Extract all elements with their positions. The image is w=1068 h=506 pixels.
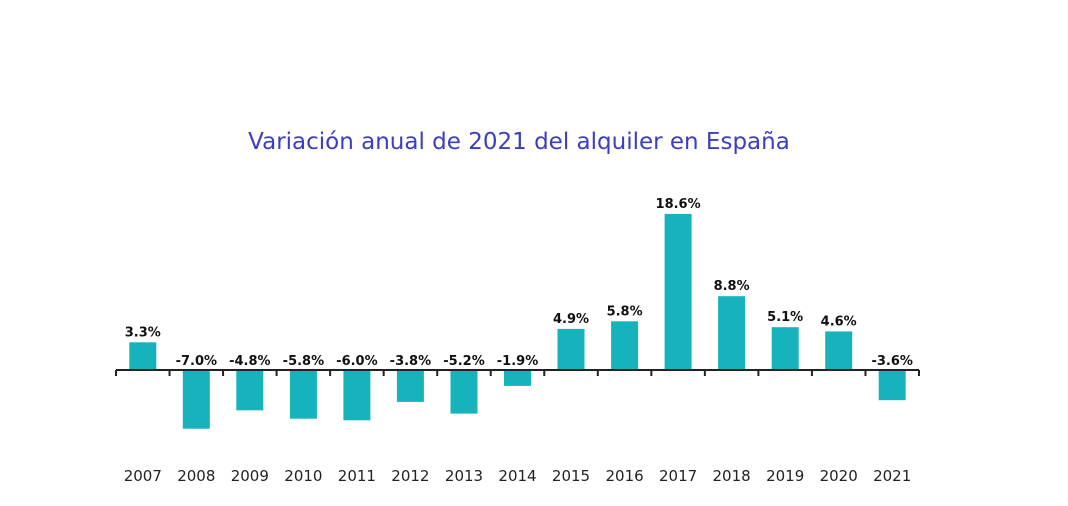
bar-2008 bbox=[182, 370, 210, 429]
bar-2020 bbox=[825, 331, 853, 370]
value-label-2011: -6.0% bbox=[336, 354, 377, 369]
value-label-2015: 4.9% bbox=[553, 312, 589, 327]
value-label-2020: 4.6% bbox=[821, 314, 857, 329]
value-label-2010: -5.8% bbox=[283, 354, 324, 369]
x-tick-label-2009: 2009 bbox=[231, 467, 269, 485]
value-labels: 3.3% -7.0% -4.8% -5.8% -6.0% -3.8% -5.2% -1.9% 4… bbox=[125, 197, 913, 369]
bar-2011 bbox=[343, 370, 371, 421]
x-tick-label-2019: 2019 bbox=[766, 467, 804, 485]
x-tick-label-2007: 2007 bbox=[124, 467, 162, 485]
value-label-2012: -3.8% bbox=[390, 354, 431, 369]
bars-layer bbox=[129, 213, 906, 429]
bar-2007 bbox=[129, 342, 157, 370]
bar-2017 bbox=[664, 213, 692, 370]
value-label-2013: -5.2% bbox=[443, 354, 484, 369]
x-tick-labels: 2007 2008 2009 2010 2011 2012 2013 2014 2015 2016… bbox=[124, 467, 912, 485]
value-label-2017: 18.6% bbox=[656, 197, 701, 212]
value-label-2018: 8.8% bbox=[714, 279, 750, 294]
x-tick-label-2017: 2017 bbox=[659, 467, 697, 485]
bar-2019 bbox=[771, 327, 799, 370]
bar-2016 bbox=[611, 321, 639, 370]
bar-2014 bbox=[504, 370, 531, 386]
x-tick-label-2012: 2012 bbox=[391, 467, 429, 485]
x-tick-label-2021: 2021 bbox=[873, 467, 911, 485]
value-label-2007: 3.3% bbox=[125, 325, 161, 340]
bar-2021 bbox=[878, 370, 906, 401]
x-tick-label-2013: 2013 bbox=[445, 467, 483, 485]
bar-2009 bbox=[236, 370, 264, 411]
value-label-2016: 5.8% bbox=[607, 304, 643, 319]
value-label-2014: -1.9% bbox=[497, 354, 538, 369]
value-label-2019: 5.1% bbox=[767, 310, 803, 325]
x-tick-label-2018: 2018 bbox=[713, 467, 751, 485]
x-tick-label-2020: 2020 bbox=[820, 467, 858, 485]
x-tick-label-2016: 2016 bbox=[606, 467, 644, 485]
x-tick-label-2014: 2014 bbox=[498, 467, 536, 485]
bar-2010 bbox=[289, 370, 317, 419]
x-tick-label-2008: 2008 bbox=[177, 467, 215, 485]
value-label-2009: -4.8% bbox=[229, 354, 270, 369]
value-label-2021: -3.6% bbox=[871, 354, 912, 369]
x-tick-label-2011: 2011 bbox=[338, 467, 376, 485]
value-label-2008: -7.0% bbox=[176, 354, 217, 369]
bar-2013 bbox=[450, 370, 478, 414]
bar-2015 bbox=[557, 328, 585, 370]
bar-2012 bbox=[396, 370, 424, 402]
x-axis bbox=[115, 369, 920, 376]
x-tick-label-2015: 2015 bbox=[552, 467, 590, 485]
chart-title: Variación anual de 2021 del alquiler en … bbox=[248, 129, 790, 155]
x-tick-label-2010: 2010 bbox=[284, 467, 322, 485]
bar-2018 bbox=[718, 296, 746, 370]
